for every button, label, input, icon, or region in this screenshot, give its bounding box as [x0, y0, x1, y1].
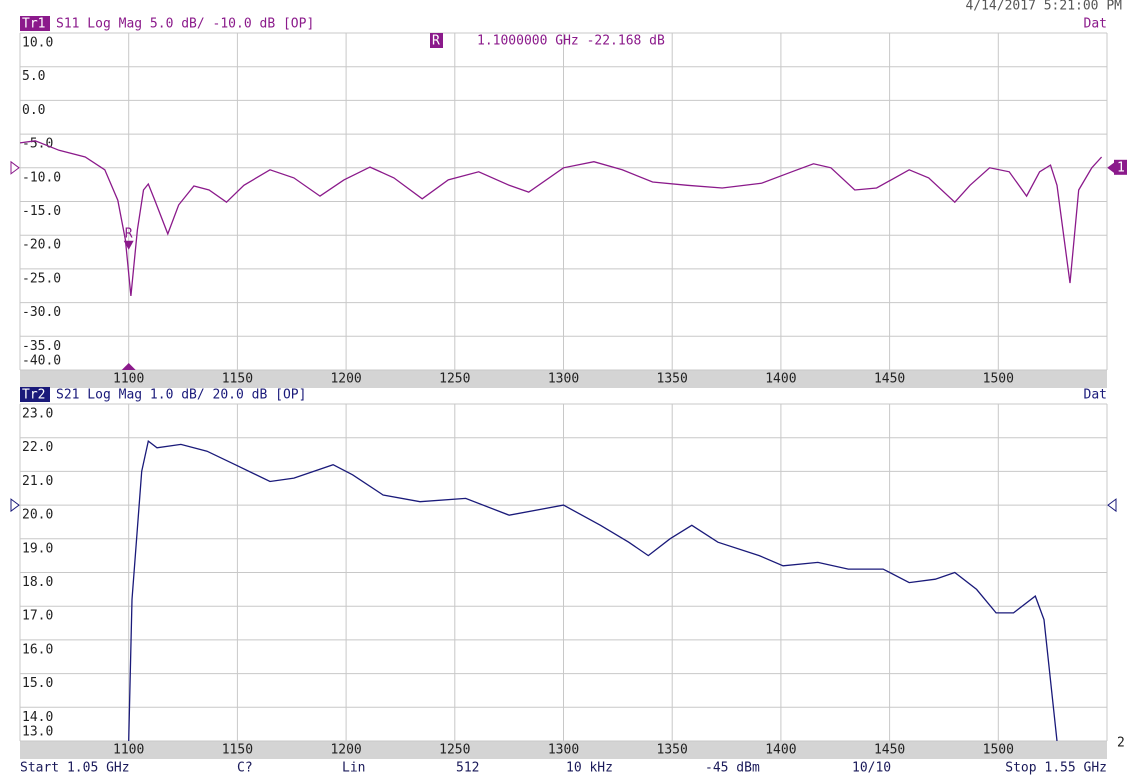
stop-freq: Stop 1.55 GHz: [1005, 761, 1107, 776]
y-tick-label: 16.0: [22, 642, 53, 657]
x-tick-label: 1150: [222, 743, 253, 758]
x-tick-label: 1100: [113, 372, 144, 387]
start-freq: Start 1.05 GHz: [20, 761, 130, 776]
x-tick-label: 1250: [439, 743, 470, 758]
trace-number: 2: [1117, 736, 1125, 751]
readout-tag: R: [432, 34, 440, 49]
trace-tag-box: [20, 387, 50, 402]
marker-label: R: [125, 226, 133, 241]
y-tick-label: -35.0: [22, 339, 61, 354]
trace-status: Dat: [1084, 17, 1107, 32]
reference-marker: [10, 160, 20, 175]
trace-line: [20, 140, 1103, 296]
trace-line: [128, 439, 1058, 741]
x-tick-label: 1250: [439, 372, 470, 387]
x-tick-label: 1450: [874, 743, 905, 758]
trace-number: 1: [1117, 160, 1125, 175]
x-tick-label: 1450: [874, 372, 905, 387]
y-tick-label: -15.0: [22, 204, 61, 219]
x-tick-label: 1350: [657, 372, 688, 387]
y-tick-label: -5.0: [22, 137, 53, 152]
y-tick-label: -30.0: [22, 305, 61, 320]
trace-tag: Tr2: [22, 388, 45, 403]
x-tick-label: 1200: [330, 743, 361, 758]
averaging: 10/10: [852, 761, 891, 776]
x-tick-label: 1400: [765, 743, 796, 758]
x-tick-label: 1400: [765, 372, 796, 387]
marker-position: [121, 363, 136, 370]
y-tick-label: -40.0: [22, 354, 61, 369]
trace-title: S21 Log Mag 1.0 dB/ 20.0 dB [OP]: [56, 388, 306, 403]
x-tick-label: 1500: [983, 372, 1014, 387]
y-tick-label: -25.0: [22, 271, 61, 286]
marker-triangle: [123, 240, 134, 250]
y-tick-label: 21.0: [22, 474, 53, 489]
x-axis-band: [20, 741, 1107, 759]
readout-tag-box: [430, 33, 443, 48]
y-tick-label: 22.0: [22, 440, 53, 455]
y-tick-label: -10.0: [22, 170, 61, 185]
y-tick-label: -20.0: [22, 238, 61, 253]
x-tick-label: 1200: [330, 372, 361, 387]
trace-status: Dat: [1084, 388, 1107, 403]
x-tick-label: 1500: [983, 743, 1014, 758]
x-axis-band: [20, 370, 1107, 388]
y-tick-label: 0.0: [22, 103, 45, 118]
sweep-type: Lin: [342, 761, 365, 776]
x-tick-label: 1300: [548, 372, 579, 387]
y-tick-label: 15.0: [22, 676, 53, 691]
reference-marker: [1107, 498, 1117, 513]
y-tick-label: 23.0: [22, 407, 53, 422]
reference-marker: [10, 498, 20, 513]
y-tick-label: 19.0: [22, 541, 53, 556]
marker-readout: 1.1000000 GHz -22.168 dB: [477, 34, 665, 49]
trace-tag: Tr1: [22, 17, 45, 32]
y-tick-label: 14.0: [22, 710, 53, 725]
channel: C?: [237, 761, 253, 776]
points: 512: [456, 761, 479, 776]
x-tick-label: 1350: [657, 743, 688, 758]
x-tick-label: 1300: [548, 743, 579, 758]
y-tick-label: 18.0: [22, 575, 53, 590]
y-tick-label: 20.0: [22, 508, 53, 523]
trace-title: S11 Log Mag 5.0 dB/ -10.0 dB [OP]: [56, 17, 314, 32]
x-tick-label: 1100: [113, 743, 144, 758]
date: 4/14/2017 5:21:00 PM: [965, 0, 1122, 14]
trace-number-box: [1114, 159, 1127, 175]
y-tick-label: 13.0: [22, 725, 53, 740]
y-tick-label: 10.0: [22, 36, 53, 51]
trace-tag-box: [20, 16, 50, 31]
power: -45 dBm: [705, 761, 760, 776]
y-tick-label: 17.0: [22, 609, 53, 624]
y-tick-label: 5.0: [22, 69, 45, 84]
if-bandwidth: 10 kHz: [566, 761, 613, 776]
x-tick-label: 1150: [222, 372, 253, 387]
